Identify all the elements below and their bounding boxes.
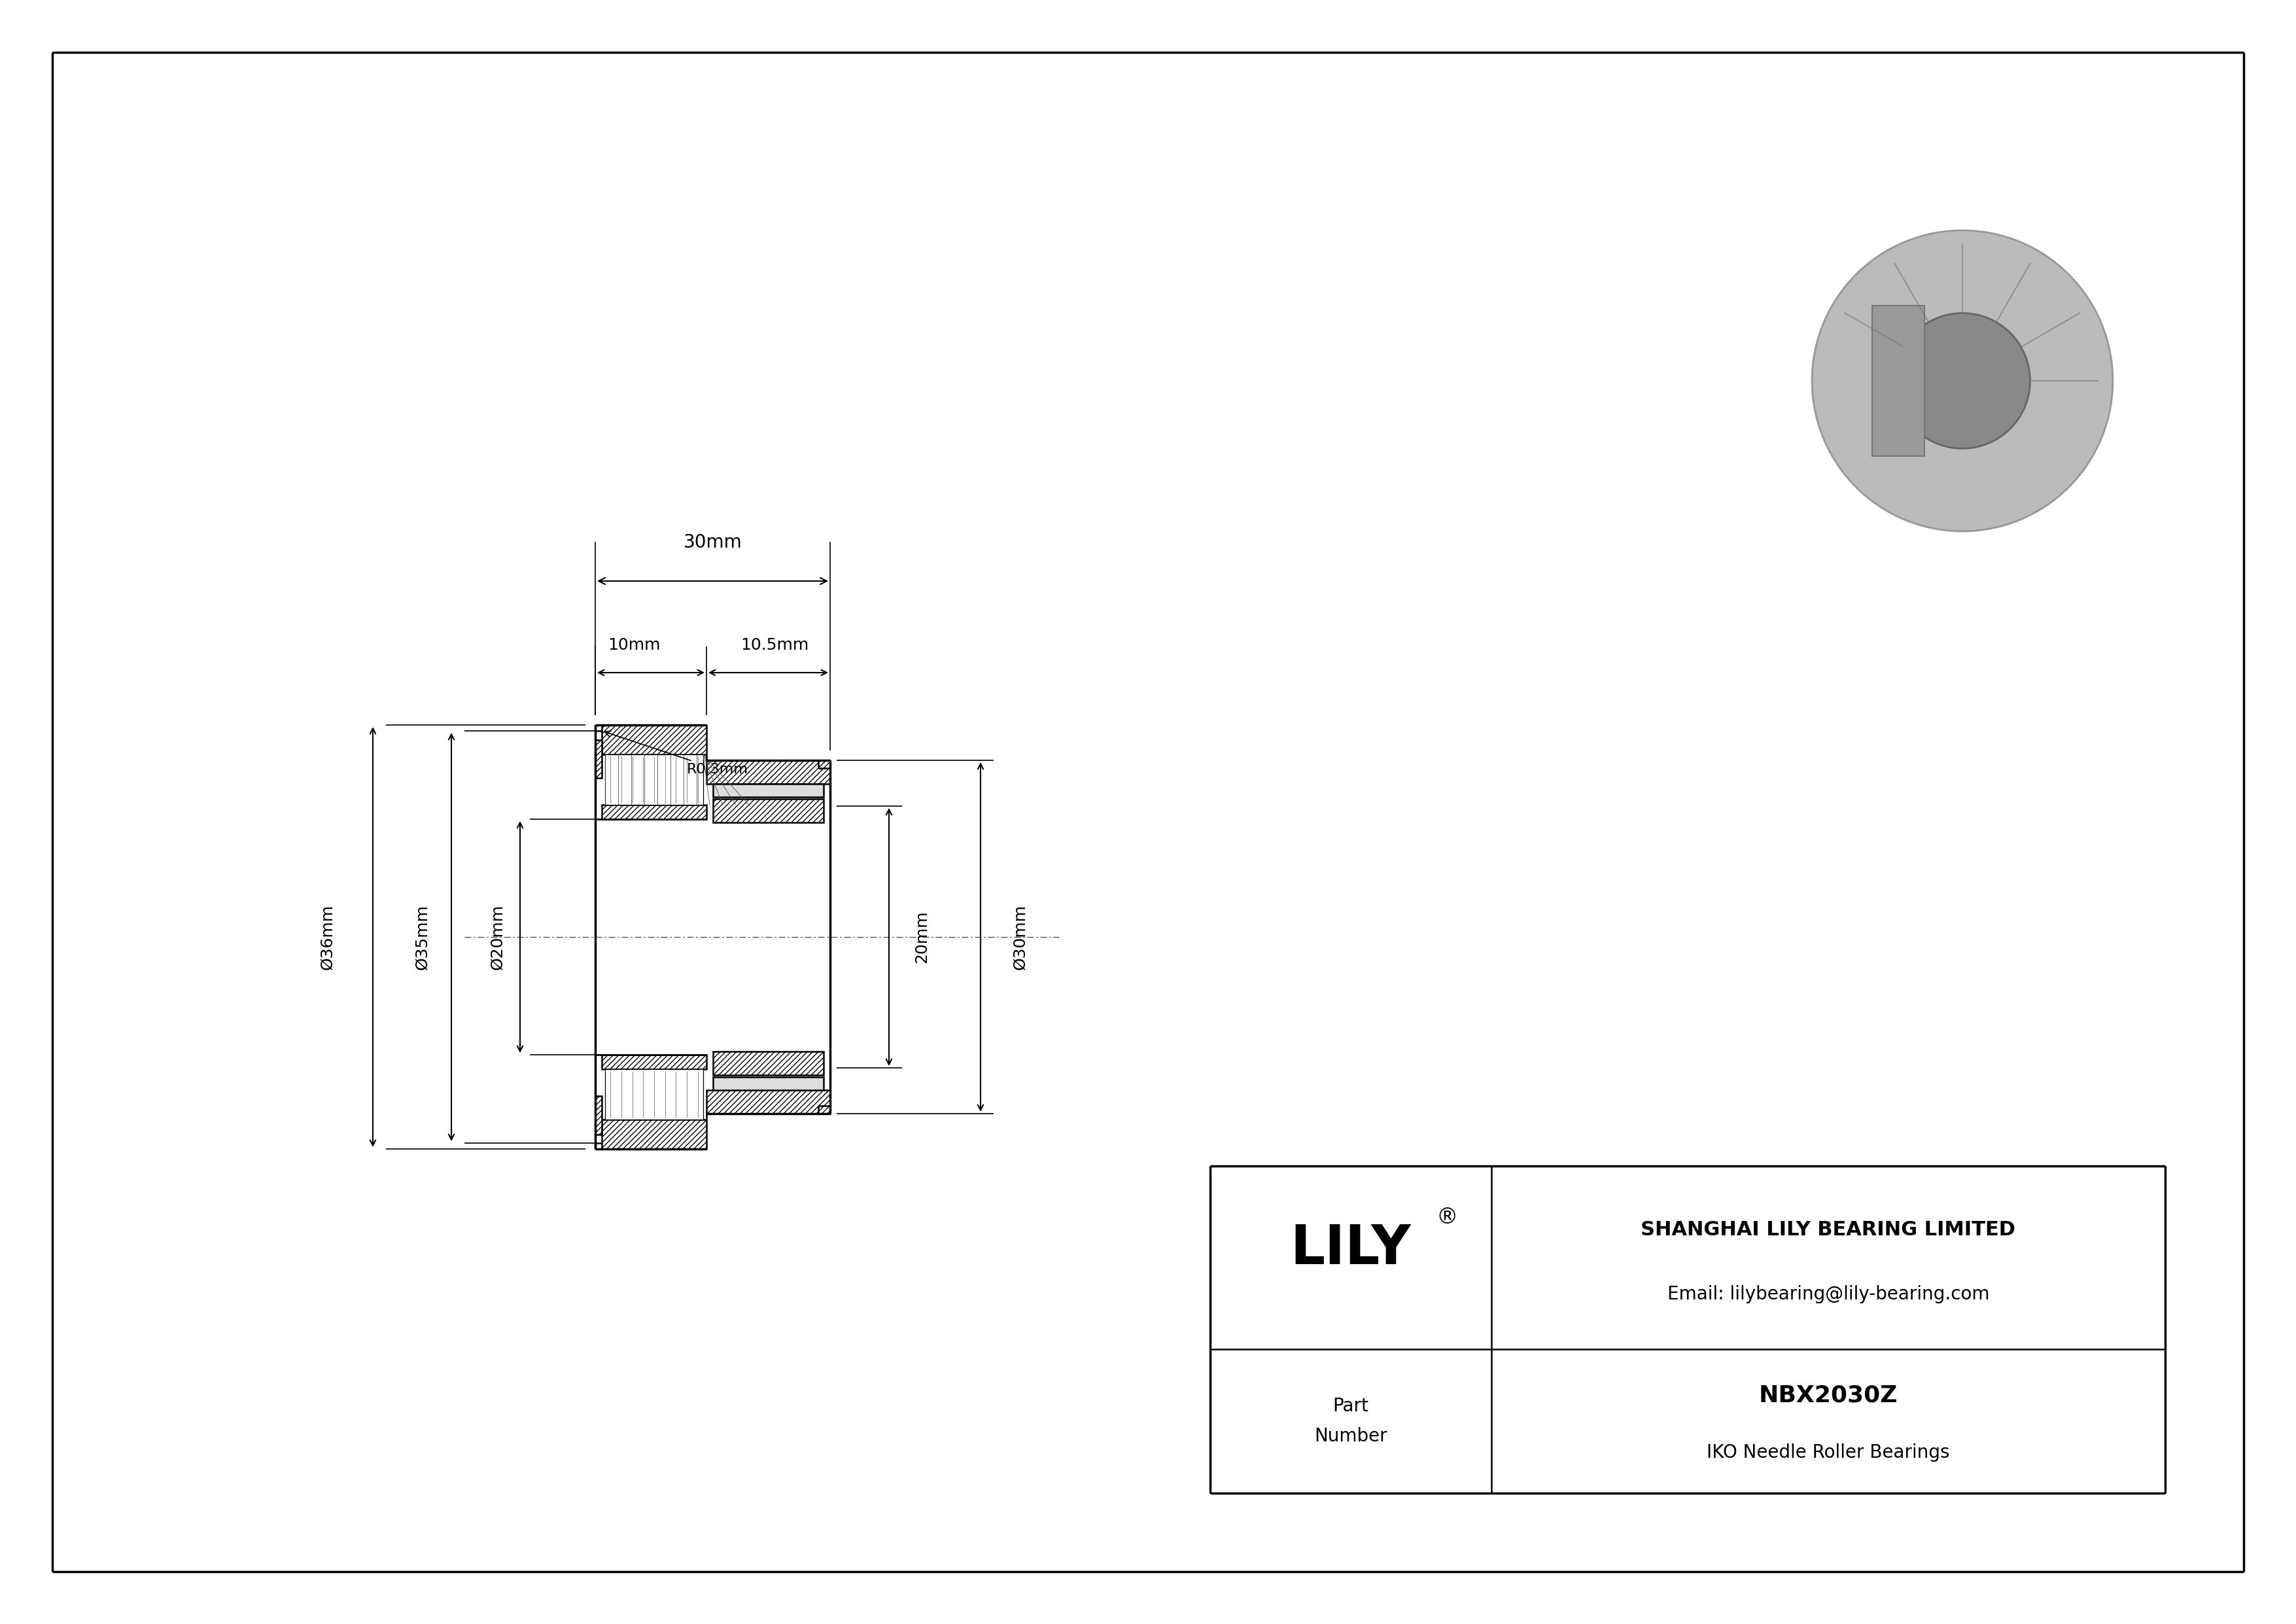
Bar [707,760,831,784]
Text: Ø20mm: Ø20mm [489,905,505,970]
Text: Email: lilybearing@lily-bearing.com: Email: lilybearing@lily-bearing.com [1667,1285,1988,1304]
Bar [595,739,602,778]
Bar [714,799,824,822]
Text: Ø30mm: Ø30mm [1013,905,1029,970]
Bar [602,806,707,818]
Text: LILY: LILY [1290,1221,1412,1275]
Bar [714,784,824,797]
Text: NBX2030Z: NBX2030Z [1759,1384,1899,1406]
Bar [602,724,707,755]
Circle shape [1894,313,2030,448]
Text: Ø35mm: Ø35mm [413,905,429,970]
Text: Ø36mm: Ø36mm [319,905,335,970]
Polygon shape [606,755,703,806]
Text: SHANGHAI LILY BEARING LIMITED: SHANGHAI LILY BEARING LIMITED [1642,1221,2016,1239]
Text: 10.5mm: 10.5mm [739,637,808,653]
Text: R0.3mm: R0.3mm [604,731,748,776]
Text: IKO Needle Roller Bearings: IKO Needle Roller Bearings [1706,1444,1949,1462]
Circle shape [1812,231,2112,531]
Bar [602,1054,707,1069]
Text: 30mm: 30mm [684,533,742,552]
Text: Part
Number: Part Number [1313,1397,1387,1445]
Text: 20mm: 20mm [914,911,930,963]
Bar [1871,305,1924,456]
Bar [714,1077,824,1090]
Text: ®: ® [1435,1207,1458,1228]
Bar [714,1051,824,1075]
Polygon shape [606,1069,703,1119]
Bar [602,1119,707,1148]
Bar [595,1096,602,1134]
Bar [707,1090,831,1114]
Text: 10mm: 10mm [608,637,661,653]
